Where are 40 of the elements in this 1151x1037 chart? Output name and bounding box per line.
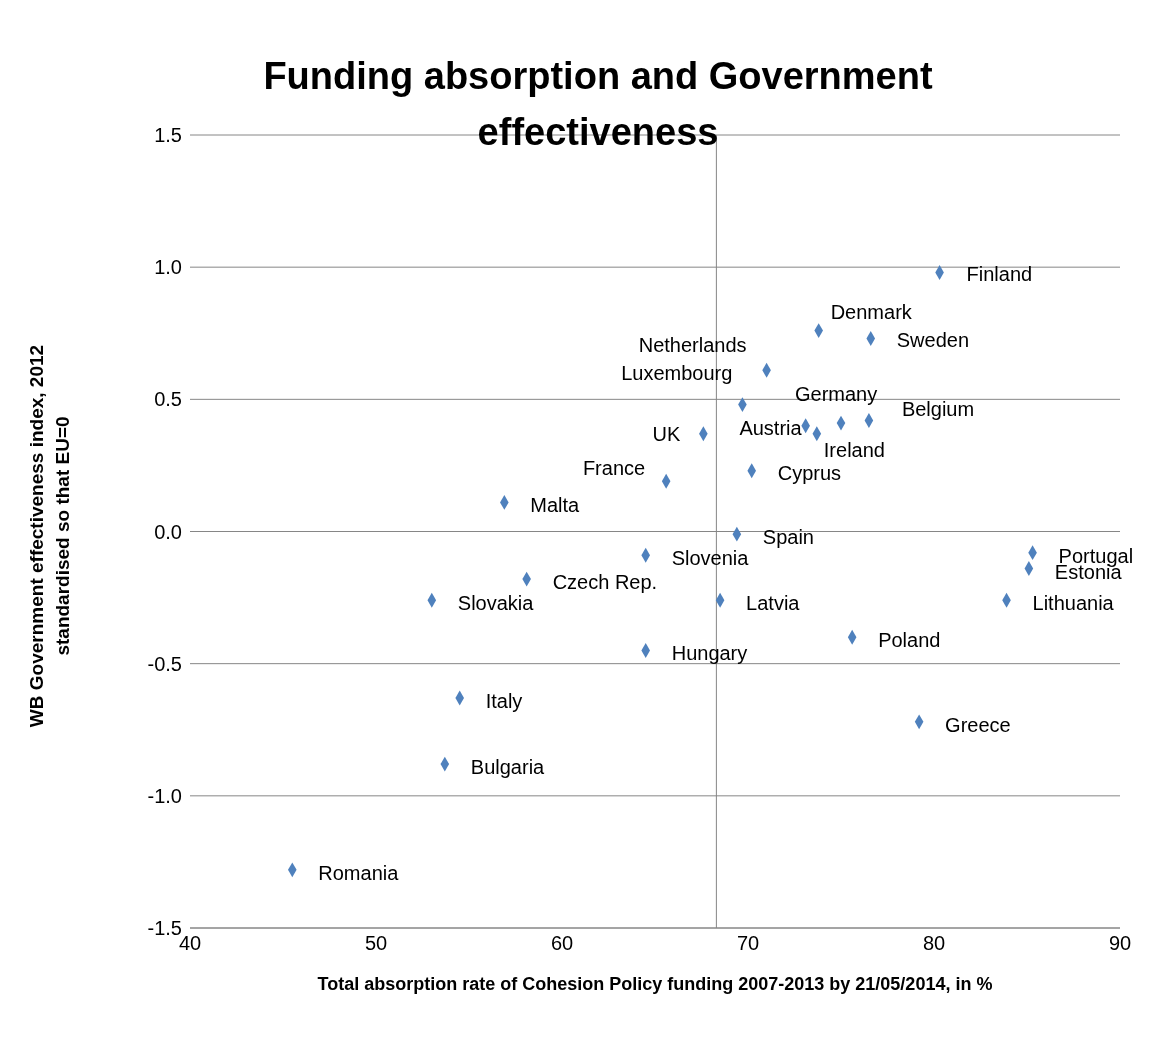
- y-tick-label: 0.5: [154, 388, 182, 411]
- annotation: Lithuania: [1032, 592, 1115, 615]
- annotation: Latvia: [746, 592, 801, 615]
- x-tick-label: 60: [550, 932, 574, 955]
- x-tick-label: 80: [922, 932, 946, 955]
- annotation: Cyprus: [777, 461, 842, 484]
- y-tick-label: 0.0: [154, 520, 182, 543]
- annotation: Malta: [530, 494, 581, 517]
- y-axis-title: WB Government effectiveness index, 2012 standardised so that EU=0: [25, 343, 74, 730]
- annotation: Hungary: [671, 642, 748, 665]
- annotation: Denmark: [830, 300, 913, 323]
- annotation: Slovenia: [671, 547, 750, 570]
- y-tick-label: -1.0: [147, 784, 182, 807]
- x-tick-label: 90: [1108, 932, 1132, 955]
- annotation: Austria: [739, 416, 803, 439]
- annotation: Germany: [795, 383, 878, 406]
- annotation: Belgium: [901, 398, 975, 421]
- annotation: Spain: [762, 526, 814, 549]
- annotation: Italy: [485, 690, 523, 713]
- annotation: Ireland: [823, 438, 885, 461]
- annotation: Netherlands: [638, 334, 747, 357]
- y-tick-label: 1.5: [154, 124, 182, 147]
- annotation: Czech Rep.: [552, 571, 658, 594]
- annotation: Romania: [318, 861, 400, 884]
- annotation: Bulgaria: [470, 756, 546, 779]
- annotation: France: [582, 457, 646, 480]
- annotation: Greece: [945, 713, 1011, 736]
- annotation: Slovakia: [457, 592, 535, 615]
- y-tick-label: 1.0: [154, 256, 182, 279]
- chart-title: Funding absorption and Government effectiveness: [262, 54, 934, 155]
- y-tick-label: -0.5: [147, 652, 182, 675]
- y-tick-label: -1.5: [147, 917, 182, 940]
- annotation: Poland: [878, 629, 941, 652]
- x-tick-label: 50: [364, 932, 388, 955]
- annotation: Sweden: [896, 328, 970, 351]
- annotation: UK: [652, 422, 682, 445]
- annotation: Finland: [966, 263, 1033, 286]
- x-axis-title: Total absorption rate of Cohesion Policy funding 2007-2013 by 21/05/2014, in %: [317, 974, 993, 994]
- annotation: Luxembourg: [621, 361, 733, 384]
- x-tick-label: 70: [736, 932, 760, 955]
